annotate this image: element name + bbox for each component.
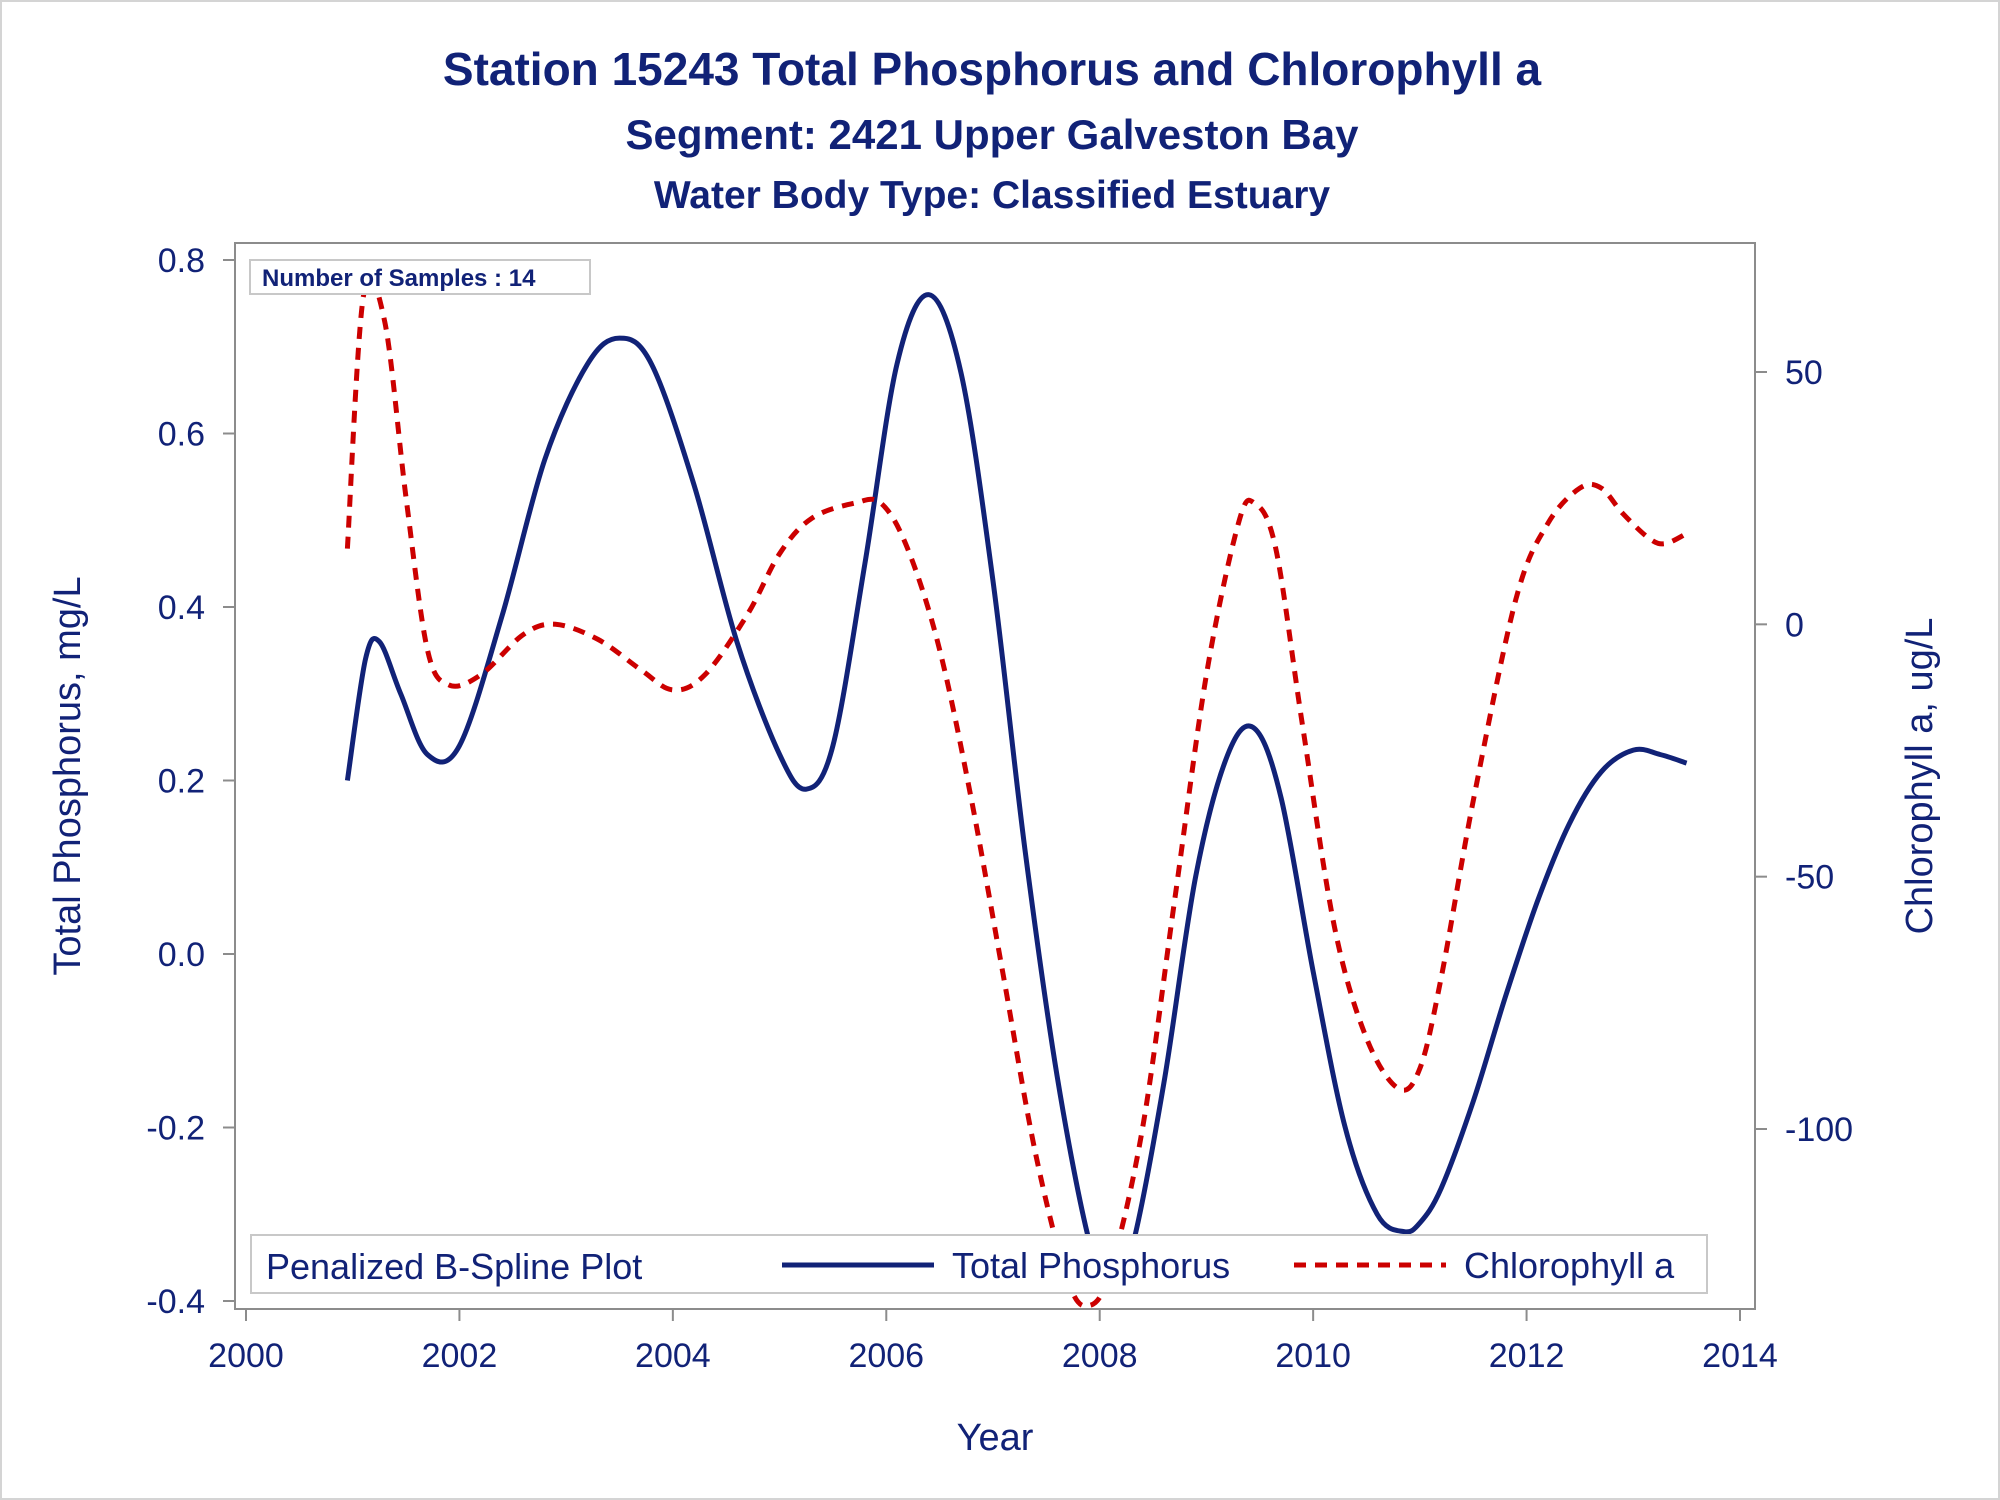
sample-count-text: Number of Samples : 14 — [262, 265, 536, 292]
legend-frame — [250, 1234, 1708, 1294]
legend: Penalized B-Spline Plot Total Phosphorus… — [250, 1234, 1708, 1294]
x-tick-label: 2008 — [1062, 1337, 1138, 1375]
x-tick-label: 2006 — [848, 1337, 924, 1375]
series-layer — [344, 276, 1688, 1309]
x-axis: 2000 2002 2004 2006 2008 2010 2012 2014 — [208, 1309, 1778, 1375]
y-tick-label: 0.6 — [158, 416, 205, 454]
x-tick-label: 2010 — [1275, 1337, 1351, 1375]
y-axis-label: Total Phosphorus, mg/L — [47, 576, 89, 975]
y2-tick-label: 0 — [1785, 606, 1804, 644]
y2-tick-label: 50 — [1785, 354, 1823, 392]
y-tick-label: -0.2 — [146, 1110, 205, 1148]
x-tick-label: 2002 — [422, 1337, 498, 1375]
y2-axis-label: Chlorophyll a, ug/L — [1899, 618, 1941, 935]
y-tick-label: 0.4 — [158, 589, 205, 627]
y2-tick-label: -50 — [1785, 859, 1834, 897]
plot-area — [234, 242, 1756, 1310]
legend-label-chlorophyll-a: Chlorophyll a — [1464, 1245, 1675, 1286]
x-tick-label: 2000 — [208, 1337, 284, 1375]
y2-tick-label: -100 — [1785, 1111, 1853, 1149]
y-tick-label: -0.4 — [146, 1283, 205, 1321]
y-tick-label: 0.2 — [158, 763, 205, 801]
x-tick-label: 2014 — [1702, 1337, 1778, 1375]
chart-subtitle-2: Water Body Type: Classified Estuary — [654, 174, 1330, 217]
x-tick-label: 2012 — [1489, 1337, 1565, 1375]
series-line-total-phosphorus — [344, 292, 1688, 1287]
legend-title: Penalized B-Spline Plot — [266, 1246, 642, 1287]
chart-title: Station 15243 Total Phosphorus and Chlor… — [443, 43, 1542, 95]
y-axis-right: -100 -50 0 50 — [1755, 354, 1853, 1149]
chart-subtitle: Segment: 2421 Upper Galveston Bay — [626, 111, 1360, 158]
y-tick-label: 0.0 — [158, 936, 205, 974]
y-axis-left: -0.4 -0.2 0.0 0.2 0.4 0.6 0.8 — [146, 242, 235, 1321]
sample-count-box: Number of Samples : 14 — [249, 259, 591, 295]
y-tick-label: 0.8 — [158, 242, 205, 280]
x-axis-label: Year — [957, 1417, 1034, 1459]
series-line-chlorophyll-a — [344, 276, 1688, 1309]
legend-label-total-phosphorus: Total Phosphorus — [952, 1245, 1230, 1286]
sample-count-frame — [249, 259, 591, 295]
x-tick-label: 2004 — [635, 1337, 711, 1375]
